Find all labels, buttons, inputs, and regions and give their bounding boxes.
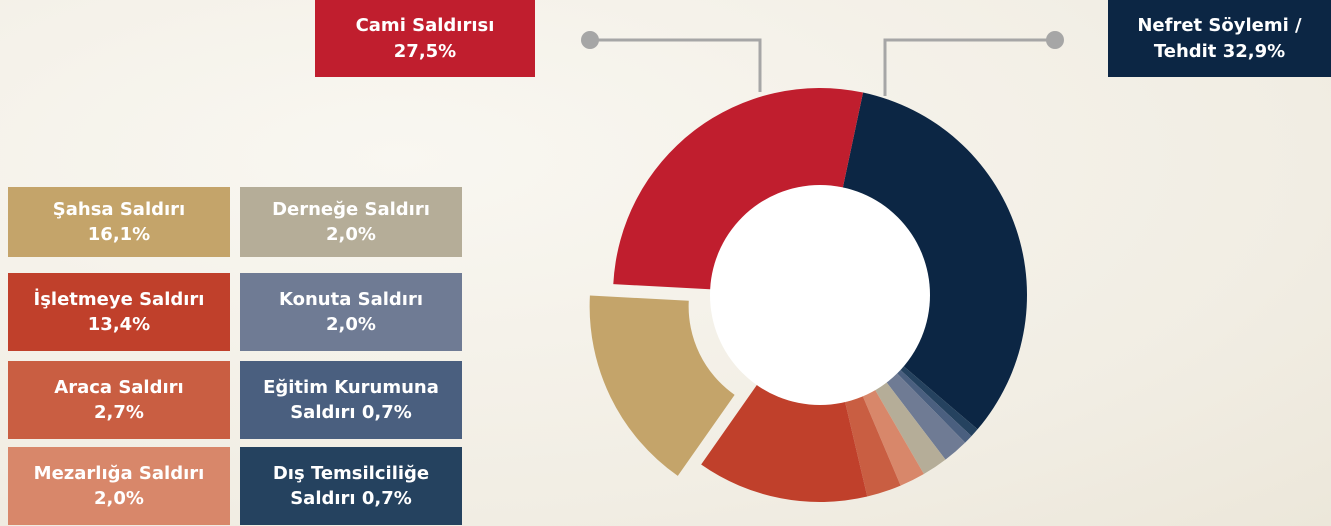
value-label: 16,1% <box>87 224 151 245</box>
value-label: 2,0% <box>326 314 376 335</box>
category-label: Şahsa Saldırı <box>52 198 186 220</box>
slice <box>874 380 946 475</box>
category-label: Eğitim Kurumuna Saldırı <box>263 376 439 423</box>
label-text: Dış Temsilciliğe Saldırı 0,7% <box>248 461 454 511</box>
slice <box>589 295 735 476</box>
slice <box>701 383 868 502</box>
label-text: Eğitim Kurumuna Saldırı 0,7% <box>248 375 454 425</box>
value-label: 32,9% <box>1222 40 1286 62</box>
label-text: Mezarlığa Saldırı 2,0% <box>34 461 205 511</box>
value-label: 27,5% <box>393 40 457 62</box>
category-label: İşletmeye Saldırı <box>33 288 205 310</box>
slice <box>613 88 864 290</box>
label-box: Konuta Saldırı 2,0% <box>240 273 462 351</box>
connector <box>590 38 1055 96</box>
connector-line <box>590 38 762 92</box>
label-box: Eğitim Kurumuna Saldırı 0,7% <box>240 361 462 439</box>
category-label: Nefret Söylemi / Tehdit <box>1137 15 1302 62</box>
label-box: Cami Saldırısı 27,5% <box>315 0 535 77</box>
value-label: 13,4% <box>87 314 151 335</box>
value-label: 2,0% <box>326 224 376 245</box>
label-text: Nefret Söylemi / Tehdit 32,9% <box>1116 13 1323 63</box>
connector-line <box>883 38 1055 96</box>
label-box: Araca Saldırı 2,7% <box>8 361 230 439</box>
label-text: Derneğe Saldırı 2,0% <box>272 197 430 247</box>
category-label: Cami Saldırısı <box>355 15 495 37</box>
donut-hole <box>710 185 930 405</box>
label-text: Cami Saldırısı 27,5% <box>356 13 495 63</box>
slice <box>899 365 978 437</box>
category-label: Konuta Saldırı <box>278 288 424 310</box>
slice <box>842 92 1027 430</box>
slice <box>895 368 972 443</box>
connector-dot <box>1046 31 1064 49</box>
value-label: 2,7% <box>94 402 144 423</box>
slice <box>844 394 901 497</box>
label-box: Dış Temsilciliğe Saldırı 0,7% <box>240 447 462 525</box>
label-box: Şahsa Saldırı 16,1% <box>8 187 230 257</box>
label-text: Konuta Saldırı 2,0% <box>279 287 423 337</box>
slice <box>885 372 966 460</box>
slice <box>862 388 924 486</box>
label-box: Nefret Söylemi / Tehdit 32,9% <box>1108 0 1331 77</box>
label-text: Araca Saldırı 2,7% <box>54 375 183 425</box>
label-box: İşletmeye Saldırı 13,4% <box>8 273 230 351</box>
label-box: Mezarlığa Saldırı 2,0% <box>8 447 230 525</box>
value-label: 2,0% <box>94 488 144 509</box>
label-box: Derneğe Saldırı 2,0% <box>240 187 462 257</box>
connector-dot <box>581 31 599 49</box>
category-label: Araca Saldırı <box>54 376 184 398</box>
label-text: İşletmeye Saldırı 13,4% <box>34 287 205 337</box>
value-label: 0,7% <box>361 402 412 423</box>
label-text: Şahsa Saldırı 16,1% <box>53 197 185 247</box>
category-label: Mezarlığa Saldırı <box>33 462 205 484</box>
category-label: Dış Temsilciliğe Saldırı <box>272 462 430 509</box>
category-label: Derneğe Saldırı <box>272 198 430 220</box>
value-label: 0,7% <box>361 488 412 509</box>
